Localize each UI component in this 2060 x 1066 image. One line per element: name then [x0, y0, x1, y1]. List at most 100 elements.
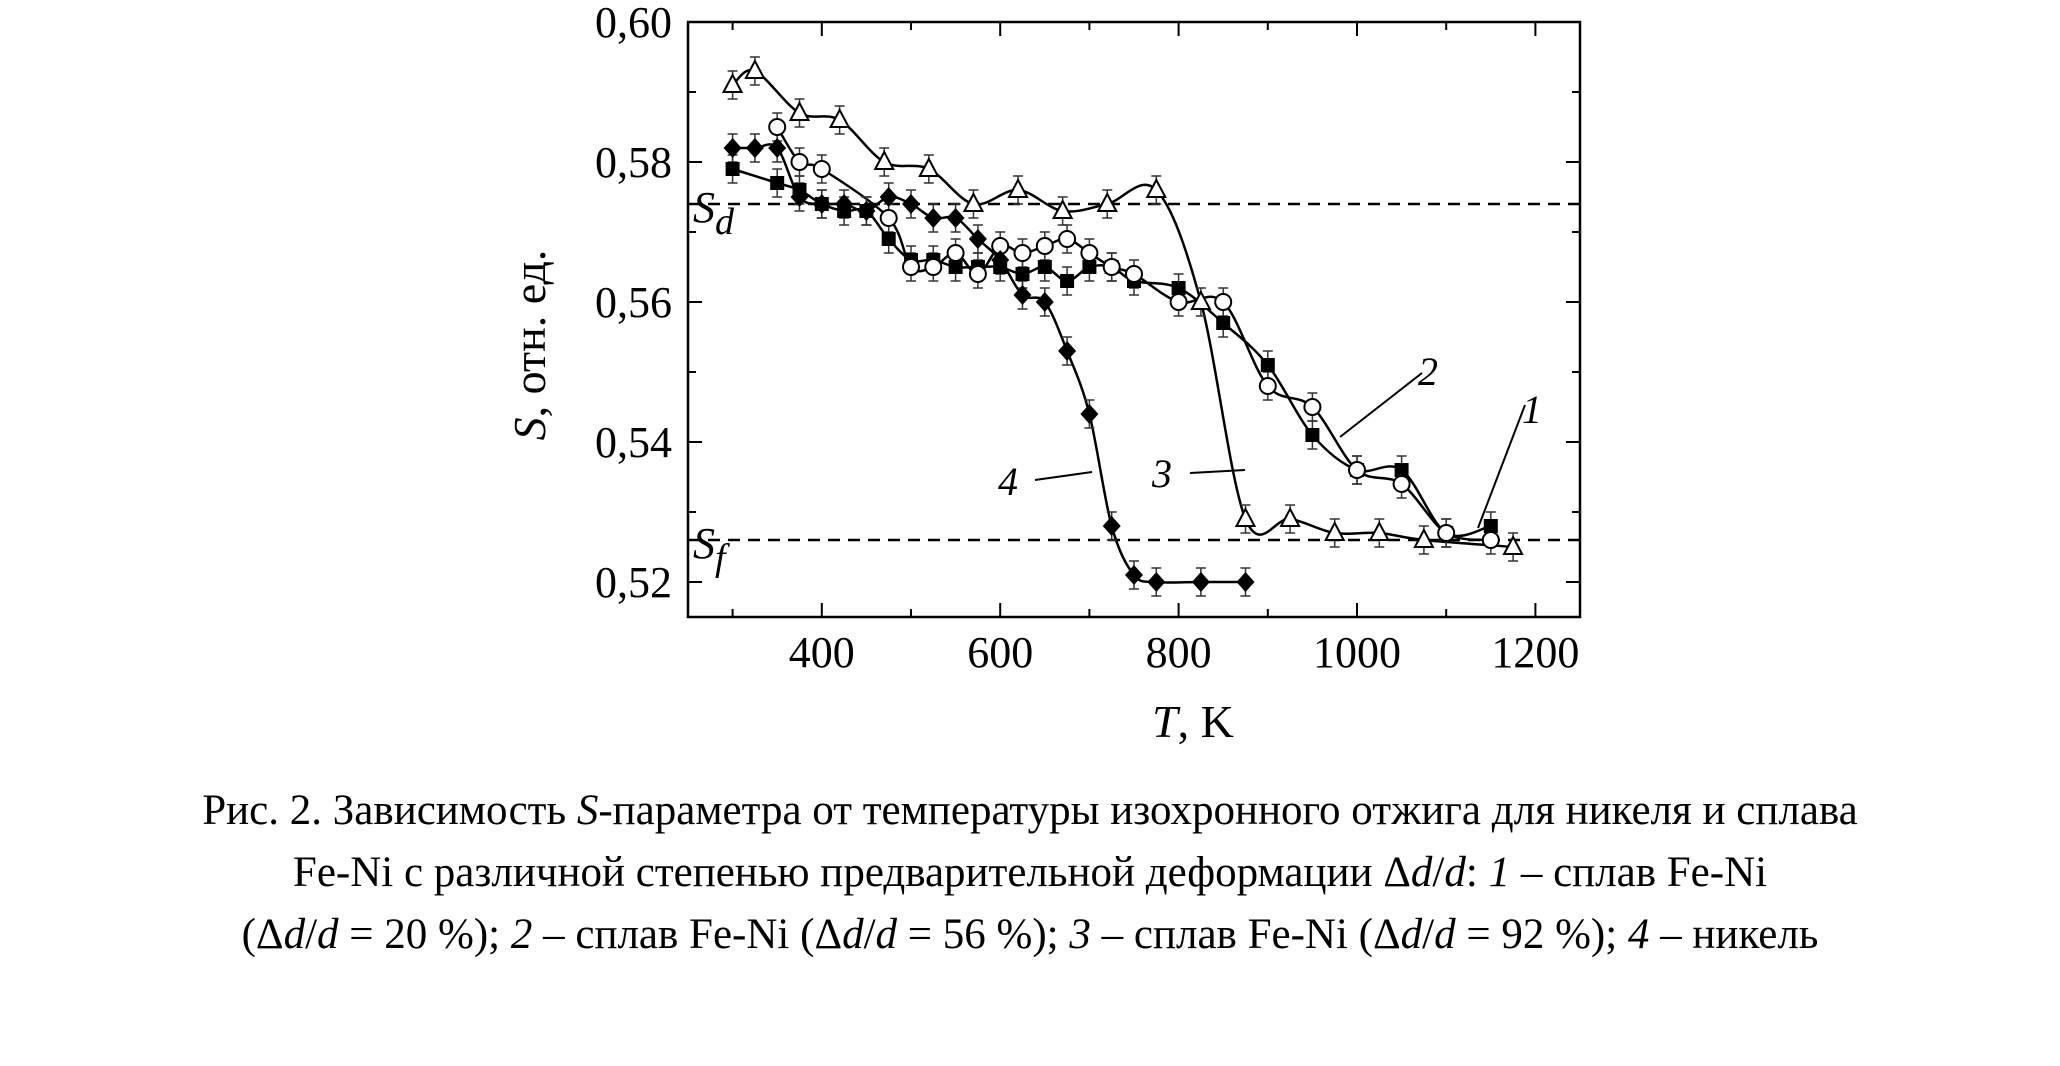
marker-series-3 [1413, 527, 1435, 548]
caption-text: – сплав Fe-Ni (Δ [532, 911, 843, 958]
caption-text: – сплав Fe-Ni [1510, 849, 1768, 896]
y-tick-label: 0,60 [595, 0, 672, 47]
marker-series-2 [1303, 398, 1322, 416]
marker-series-3 [828, 107, 851, 128]
caption-text: d [1444, 849, 1466, 896]
marker-series-2 [1481, 531, 1500, 549]
marker-series-4 [857, 201, 876, 221]
series-line-4 [732, 143, 1246, 584]
caption-text: d [1400, 911, 1423, 958]
caption-line-3: (Δd/d = 20 %); 2 – сплав Fe-Ni (Δd/d = 5… [0, 904, 2060, 966]
marker-series-3 [918, 156, 940, 177]
x-tick-label: 1000 [1313, 628, 1401, 677]
caption-text: -параметра от температуры изохронного от… [598, 787, 1858, 834]
caption-text: d [1410, 849, 1433, 896]
marker-series-1 [1015, 267, 1030, 281]
caption-text: d [842, 911, 864, 958]
x-axis-label: T, K [1152, 696, 1234, 747]
y-tick-label: 0,54 [595, 418, 672, 467]
y-tick-label: 0,58 [595, 138, 672, 187]
marker-series-4 [924, 208, 943, 228]
marker-series-2 [1035, 237, 1054, 255]
marker-series-1 [770, 176, 785, 190]
marker-series-4 [1147, 572, 1166, 592]
caption-text: d [875, 911, 898, 958]
caption-text: d [1434, 911, 1456, 958]
figure-caption: Рис. 2. Зависимость S-параметра от темпе… [0, 780, 2060, 966]
marker-series-4 [1058, 341, 1077, 361]
marker-series-2 [768, 118, 787, 136]
marker-series-2 [1258, 377, 1277, 395]
caption-text: – сплав Fe-Ni (Δ [1090, 911, 1401, 958]
marker-series-4 [1236, 572, 1255, 592]
series-label-1: 1 [1522, 387, 1542, 432]
ref-label-sd: Sd [693, 183, 735, 243]
caption-text: = 92 %); [1455, 911, 1628, 958]
series-label-leader [1477, 404, 1526, 529]
marker-series-1 [1171, 281, 1186, 295]
marker-series-3 [1234, 506, 1257, 527]
x-axis-label-rest: , K [1178, 696, 1234, 747]
ref-label-sd-sub: d [715, 201, 735, 243]
marker-series-4 [768, 138, 787, 158]
marker-series-2 [1058, 230, 1077, 248]
marker-series-2 [1102, 258, 1121, 276]
y-axis-label-italic: S [504, 417, 555, 440]
marker-series-2 [1214, 293, 1233, 311]
marker-series-4 [745, 138, 764, 158]
caption-text: – никель [1649, 911, 1819, 958]
marker-series-2 [790, 153, 809, 171]
marker-series-3 [788, 100, 811, 121]
marker-series-1 [1060, 274, 1075, 288]
marker-series-2 [924, 258, 943, 276]
caption-text: : [1465, 849, 1489, 896]
marker-series-2 [1348, 461, 1366, 479]
caption-text: = 20 %); [338, 911, 511, 958]
series-label-4: 4 [998, 459, 1018, 504]
reference-lines [688, 202, 1580, 542]
marker-series-4 [1125, 565, 1143, 585]
marker-series-2 [879, 209, 898, 227]
marker-series-1 [881, 232, 896, 246]
x-tick-label: 800 [1146, 628, 1212, 677]
marker-series-4 [812, 194, 831, 214]
marker-series-3 [721, 72, 744, 93]
marker-series-4 [835, 194, 854, 214]
plot-frame [686, 20, 1582, 619]
marker-series-4 [1035, 292, 1054, 312]
marker-series-3 [1145, 177, 1167, 198]
chart: 400 600 800 1000 1200 0,52 0,54 0,56 0,58 0,60 1… [504, 0, 1582, 747]
data-markers [721, 58, 1524, 592]
marker-series-1 [1483, 519, 1498, 533]
marker-series-1 [1260, 358, 1275, 372]
ref-label-sf-main: S [693, 519, 715, 568]
marker-series-4 [723, 138, 742, 158]
y-tick-label: 0,56 [595, 278, 672, 327]
marker-series-1 [1216, 316, 1231, 330]
series-label-3: 3 [1151, 451, 1172, 496]
marker-series-4 [879, 187, 898, 207]
marker-series-3 [1324, 520, 1346, 541]
marker-series-2 [1169, 293, 1188, 311]
marker-series-3 [1096, 191, 1118, 212]
marker-series-3 [1368, 520, 1390, 541]
marker-series-4 [1013, 285, 1032, 305]
caption-line-1: Рис. 2. Зависимость S-параметра от темпе… [0, 780, 2060, 842]
caption-text: 2 [510, 911, 533, 958]
caption-text: Fe-Ni с различной степенью предварительн… [292, 849, 1411, 896]
caption-text: S [576, 787, 599, 834]
marker-series-4 [946, 208, 965, 228]
plot-border [686, 20, 1582, 619]
marker-series-2 [968, 265, 987, 283]
marker-series-3 [873, 149, 895, 170]
marker-series-3 [1190, 289, 1212, 310]
marker-series-2 [1080, 244, 1099, 262]
caption-line-2: Fe-Ni с различной степенью предварительн… [0, 842, 2060, 904]
marker-series-3 [744, 58, 766, 79]
y-axis-label: S, отн. ед. [504, 250, 555, 441]
marker-series-2 [1437, 524, 1456, 542]
x-tick-label: 400 [789, 628, 855, 677]
caption-text: 1 [1488, 849, 1511, 896]
caption-text: (Δ [241, 911, 284, 958]
y-tick-label: 0,52 [595, 558, 672, 607]
